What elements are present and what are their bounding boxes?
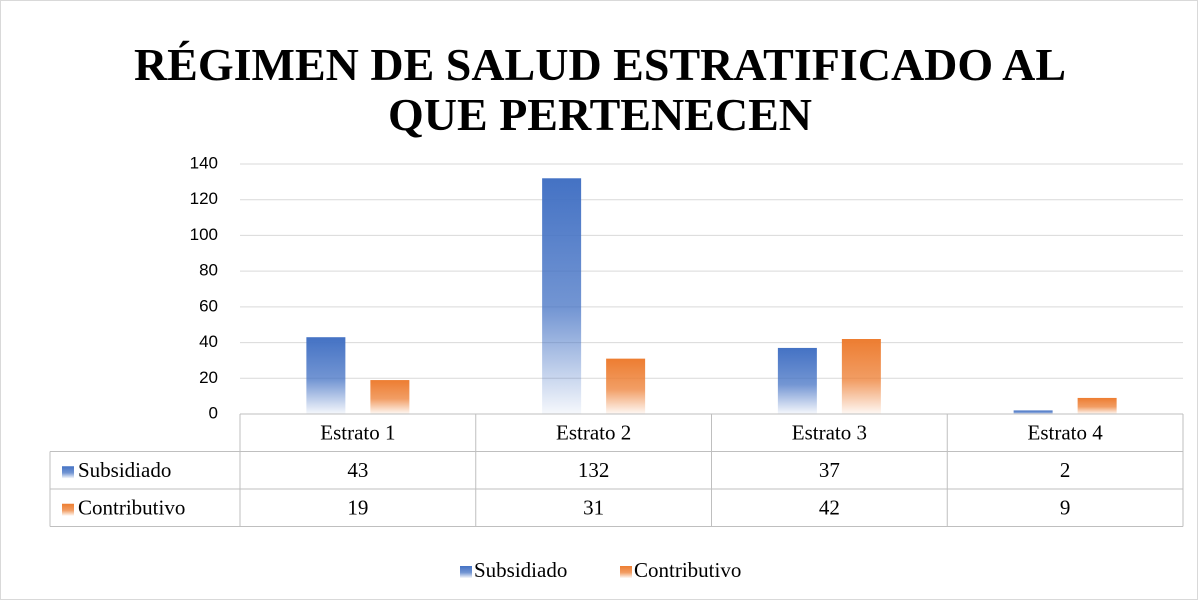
legend-key [620,566,632,578]
y-tick-label: 0 [209,403,218,422]
y-tick-label: 40 [199,332,218,351]
x-tick-label: Estrato 1 [320,421,395,445]
table-value: 132 [578,458,610,482]
bar [606,358,646,414]
bar [306,337,346,414]
legend-label: Contributivo [634,558,741,582]
legend-key [460,566,472,578]
x-tick-label: Estrato 2 [556,421,631,445]
x-tick-label: Estrato 4 [1028,421,1104,445]
table-value: 43 [347,458,368,482]
table-legend-key [62,503,74,516]
y-tick-label: 100 [190,225,218,244]
table-value: 37 [819,458,840,482]
chart-title: RÉGIMEN DE SALUD ESTRATIFICADO AL QUE PE… [133,39,1067,140]
y-tick-label: 140 [190,153,218,172]
bar [542,178,582,414]
table-value: 19 [347,496,368,520]
table-legend-key [62,466,74,479]
table-value: 9 [1060,496,1071,520]
y-tick-label: 80 [199,261,218,280]
table-value: 2 [1060,458,1071,482]
legend-label: Subsidiado [474,558,567,582]
bar [1077,397,1117,414]
bar [841,339,881,414]
bar [777,347,817,414]
x-tick-label: Estrato 3 [792,421,867,445]
y-tick-label: 120 [190,189,218,208]
y-tick-label: 60 [199,296,218,315]
bar [1013,410,1053,414]
table-value: 31 [583,496,604,520]
table-row-label: Contributivo [78,496,185,520]
table-value: 42 [819,496,840,520]
table-row-label: Subsidiado [78,458,171,482]
y-tick-label: 20 [199,368,218,387]
bar [370,380,410,414]
